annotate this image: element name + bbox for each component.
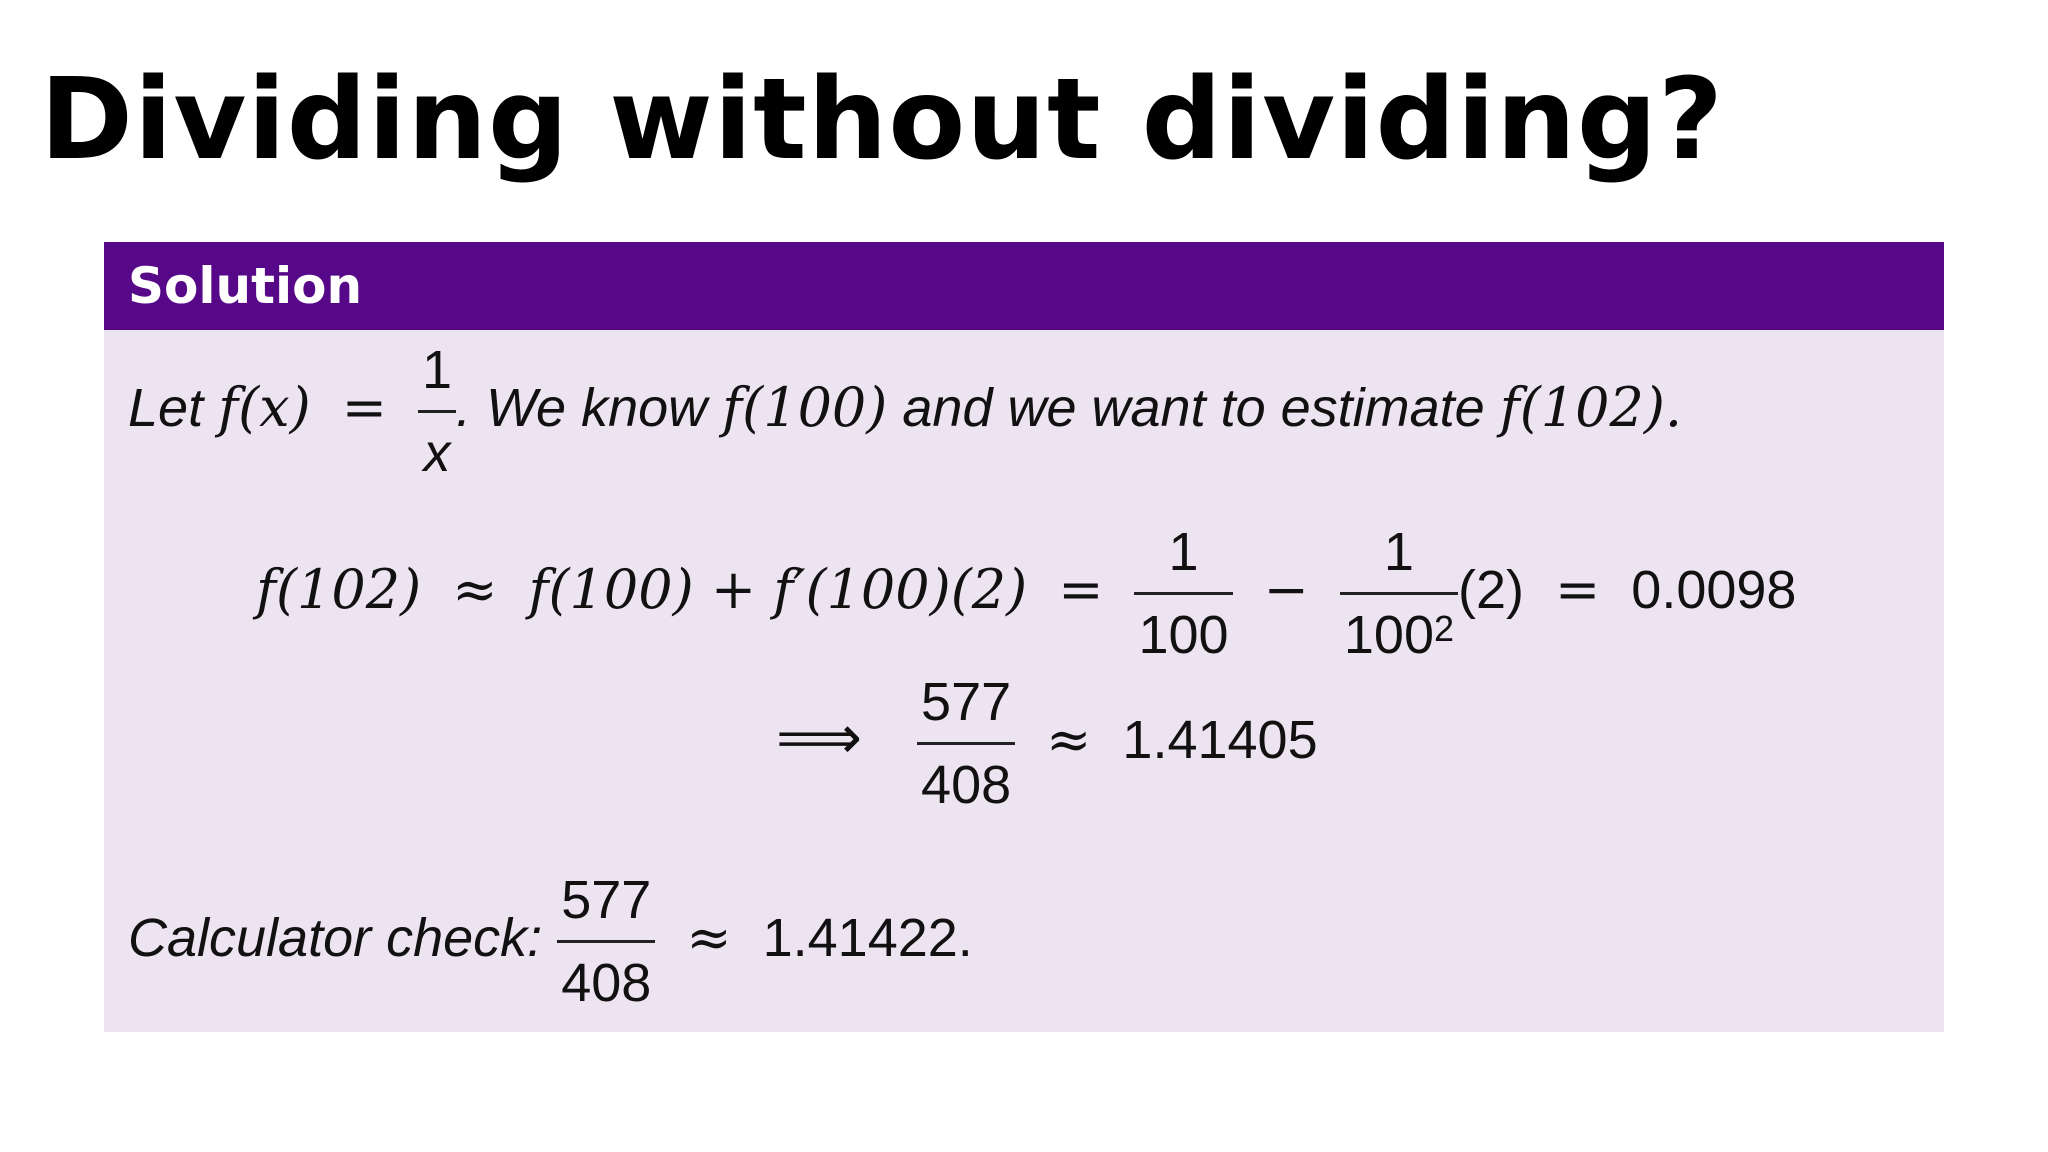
- fraction-denominator: x: [423, 423, 451, 483]
- eq1-lhs: f(102): [256, 557, 422, 621]
- fraction-bar: [1339, 592, 1459, 595]
- fraction-numerator: 1: [1383, 522, 1414, 582]
- exponent: 2: [1433, 608, 1455, 649]
- fraction-denominator: 408: [921, 755, 1012, 815]
- equals-sign: =: [1555, 557, 1601, 621]
- period: .: [456, 377, 472, 438]
- implies-arrow: ⟹: [776, 702, 863, 773]
- we-know-text: We know: [486, 377, 708, 438]
- f102-expression: f(102).: [1499, 375, 1683, 439]
- fraction-bar: [417, 410, 457, 413]
- fraction-denominator: 1002: [1340, 595, 1458, 675]
- implication-equation: ⟹ 577 408 ≈ 1.41405: [776, 662, 1318, 825]
- approximation-equation: f(102) ≈ f(100) + f′(100)(2) = 1 100 − 1…: [256, 512, 1796, 675]
- equals-sign: =: [341, 375, 387, 439]
- let-text: Let: [128, 377, 204, 438]
- want-estimate-text: and we want to estimate: [902, 377, 1485, 438]
- fraction-denominator: 100: [1138, 605, 1229, 665]
- function-arg: (x): [238, 375, 311, 439]
- f100-expression: f(100): [722, 375, 888, 439]
- minus-sign: −: [1263, 557, 1309, 621]
- definition-line: Let f(x) = 1 x . We know f(100) and we w…: [128, 330, 1682, 493]
- calculator-value: 1.41422.: [762, 907, 973, 968]
- fraction-bar: [917, 742, 1016, 745]
- slide-title: Dividing without dividing?: [40, 55, 1724, 185]
- fraction-577-over-408: 577 408: [557, 860, 656, 1023]
- linearization-term: f(100) + f′(100)(2): [528, 557, 1028, 621]
- block-header: Solution: [104, 242, 1944, 330]
- fraction-numerator: 1: [1168, 522, 1199, 582]
- fraction-denominator: 408: [561, 953, 652, 1013]
- denominator-base: 100: [1343, 605, 1434, 665]
- fraction-numerator: 577: [561, 870, 652, 930]
- fraction-numerator: 1: [421, 340, 453, 400]
- approx-sign: ≈: [452, 557, 498, 621]
- eq1-result: 0.0098: [1631, 559, 1797, 620]
- solution-block: Solution Let f(x) = 1 x . We know f(100)…: [104, 242, 1944, 1032]
- approx-sign: ≈: [1046, 707, 1092, 771]
- fraction-numerator: 577: [921, 672, 1012, 732]
- fraction-one-over-x: 1 x: [417, 330, 457, 493]
- fraction-577-over-408: 577 408: [917, 662, 1016, 825]
- estimate-value: 1.41405: [1122, 709, 1318, 770]
- approx-sign: ≈: [686, 905, 732, 969]
- fraction-one-over-100-squared: 1 1002: [1339, 512, 1459, 675]
- function-name: f: [218, 375, 239, 439]
- times-two: (2): [1458, 559, 1525, 620]
- fraction-bar: [557, 940, 656, 943]
- calculator-check-line: Calculator check: 577 408 ≈ 1.41422.: [128, 860, 973, 1023]
- fraction-bar: [1134, 592, 1233, 595]
- equals-sign: =: [1058, 557, 1104, 621]
- fraction-one-over-100: 1 100: [1134, 512, 1233, 675]
- calculator-check-label: Calculator check:: [128, 907, 543, 968]
